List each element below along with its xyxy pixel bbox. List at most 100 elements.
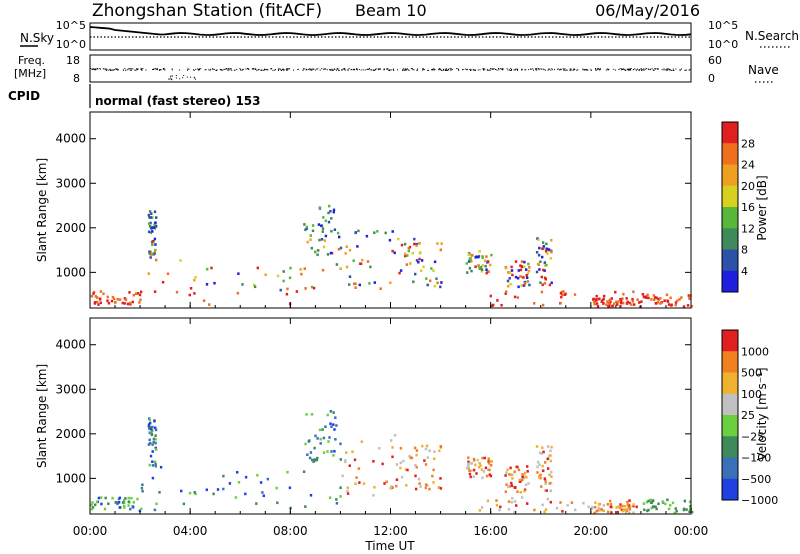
echo-cell: [261, 491, 264, 494]
echo-cell: [381, 462, 384, 466]
freq-point: [574, 69, 576, 70]
echo-cell: [92, 292, 95, 295]
freq-tick-bottom: 8: [73, 72, 80, 85]
freq-point: [209, 69, 211, 71]
echo-cell: [418, 257, 421, 261]
freq-point: [241, 69, 243, 71]
echo-cell: [147, 443, 151, 446]
freq-point: [287, 69, 289, 70]
freq-point: [656, 68, 658, 70]
freq-point: [466, 68, 468, 70]
freq-point: [308, 68, 310, 70]
echo-cell: [517, 468, 521, 472]
echo-cell: [116, 502, 119, 506]
echo-cell: [395, 478, 399, 481]
echo-cell: [314, 250, 317, 254]
freq-point: [275, 69, 276, 71]
colorbar-swatch: [722, 393, 738, 416]
echo-cell: [484, 264, 487, 268]
echo-cell: [305, 413, 308, 416]
echo-cell: [139, 298, 142, 302]
echo-cell: [439, 248, 442, 252]
echo-cell: [485, 268, 488, 271]
echo-cell: [322, 216, 325, 219]
echo-cell: [495, 503, 499, 507]
freq-point: [334, 68, 336, 70]
colorbar-tick-label: 100: [741, 388, 762, 401]
freq-point: [141, 69, 143, 71]
nsearch-tick-top: 10^5: [708, 19, 738, 32]
freq-point: [620, 69, 622, 71]
echo-cell: [107, 502, 110, 505]
freq-point: [231, 69, 233, 71]
freq-point: [407, 69, 409, 71]
echo-cell: [474, 265, 477, 268]
echo-cell: [619, 298, 622, 301]
echo-cell: [337, 248, 341, 251]
echo-cell: [369, 265, 372, 269]
echo-cell: [311, 229, 315, 233]
echo-cell: [595, 302, 599, 305]
freq-point: [595, 69, 597, 71]
freq-point: [483, 68, 484, 70]
echo-cell: [328, 436, 331, 439]
freq-point: [223, 68, 225, 70]
echo-cell: [438, 449, 441, 453]
echo-cell: [593, 511, 596, 515]
echo-cell: [595, 294, 598, 298]
echo-cell: [155, 216, 158, 219]
echo-cell: [395, 463, 399, 466]
echo-cell: [546, 457, 550, 460]
freq-point: [668, 68, 670, 70]
echo-cell: [344, 252, 347, 255]
echo-cell: [310, 246, 313, 250]
echo-cell: [536, 465, 539, 469]
echo-cell: [426, 456, 429, 459]
echo-cell: [542, 268, 545, 272]
freq-point: [338, 69, 340, 71]
colorbar-frame: [721, 121, 739, 293]
echo-cell: [309, 238, 312, 241]
colorbar-swatch: [722, 330, 738, 352]
echo-cell: [339, 442, 342, 446]
echo-cell: [357, 229, 360, 233]
freq-point: [413, 69, 415, 71]
echo-cell: [151, 429, 154, 432]
echo-cell: [595, 509, 598, 513]
freq-point: [608, 69, 610, 71]
echo-cell: [345, 265, 349, 269]
colorbar-swatch: [722, 143, 738, 165]
echo-cell: [333, 428, 336, 431]
freq-point: [665, 69, 667, 71]
echo-cell: [560, 295, 563, 299]
echo-cell: [393, 251, 396, 255]
echo-cell: [656, 300, 660, 304]
freq-point: [171, 68, 173, 70]
freq-point: [159, 69, 160, 71]
freq-point: [543, 69, 545, 70]
echo-cell: [153, 237, 157, 241]
echo-cell: [149, 256, 152, 259]
echo-cell: [688, 510, 691, 513]
freq-point: [95, 69, 97, 71]
freq-series: [90, 68, 691, 81]
echo-cell: [415, 465, 418, 469]
x-axis-label: Time UT: [364, 539, 415, 553]
colorbar-swatch: [722, 436, 738, 458]
colorbar-swatch: [722, 270, 738, 293]
echo-cell: [638, 301, 641, 304]
freq-point: [99, 68, 101, 70]
echo-cell: [149, 427, 152, 431]
echo-cell: [476, 458, 479, 462]
echo-cell: [158, 491, 161, 494]
freq-point: [525, 69, 527, 71]
freq-point: [229, 68, 231, 70]
echo-cell: [508, 271, 512, 274]
echo-cell: [592, 297, 595, 301]
echo-cell: [149, 426, 152, 429]
echo-cell: [678, 298, 681, 301]
echo-cell: [393, 434, 397, 437]
echo-cell: [391, 455, 394, 459]
freq-point: [450, 69, 452, 71]
